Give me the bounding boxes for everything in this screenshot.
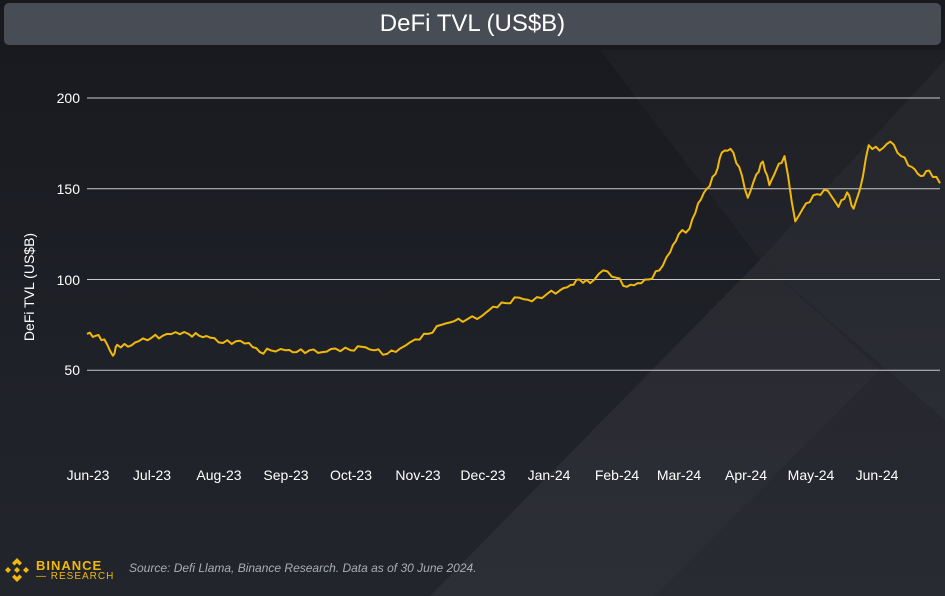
logo-research-label: RESEARCH: [50, 570, 115, 582]
x-tick: Nov-23: [395, 467, 441, 483]
x-tick: Dec-23: [460, 467, 506, 483]
title-bar: DeFi TVL (US$B): [4, 3, 941, 45]
logo-research-text: — RESEARCH: [36, 570, 115, 582]
y-tick-50: 50: [64, 362, 80, 378]
binance-logo-icon: [5, 558, 29, 582]
tvl-line: [86, 140, 941, 357]
gridlines: [87, 97, 940, 371]
x-tick: Jun-24: [855, 467, 899, 483]
logo-binance-text: BINANCE: [36, 557, 103, 573]
chart-title: DeFi TVL (US$B): [379, 10, 566, 37]
binance-research-logo: BINANCE — RESEARCH: [3, 556, 114, 584]
source-note: Source: Defi Llama, Binance Research. Da…: [129, 561, 477, 575]
y-tick-200: 200: [56, 90, 80, 106]
x-tick: May-24: [787, 467, 835, 483]
x-tick: Jul-23: [132, 467, 172, 483]
x-tick: Apr-24: [724, 467, 768, 483]
x-tick: Mar-24: [656, 467, 702, 483]
x-tick: Sep-23: [263, 467, 309, 483]
x-tick: Feb-24: [594, 467, 640, 483]
x-tick: Jan-24: [527, 467, 571, 483]
x-tick: Oct-23: [329, 467, 373, 483]
y-tick-100: 100: [56, 272, 80, 288]
x-tick: Aug-23: [196, 467, 242, 483]
y-tick-150: 150: [56, 181, 80, 197]
x-tick: Jun-23: [66, 467, 110, 483]
